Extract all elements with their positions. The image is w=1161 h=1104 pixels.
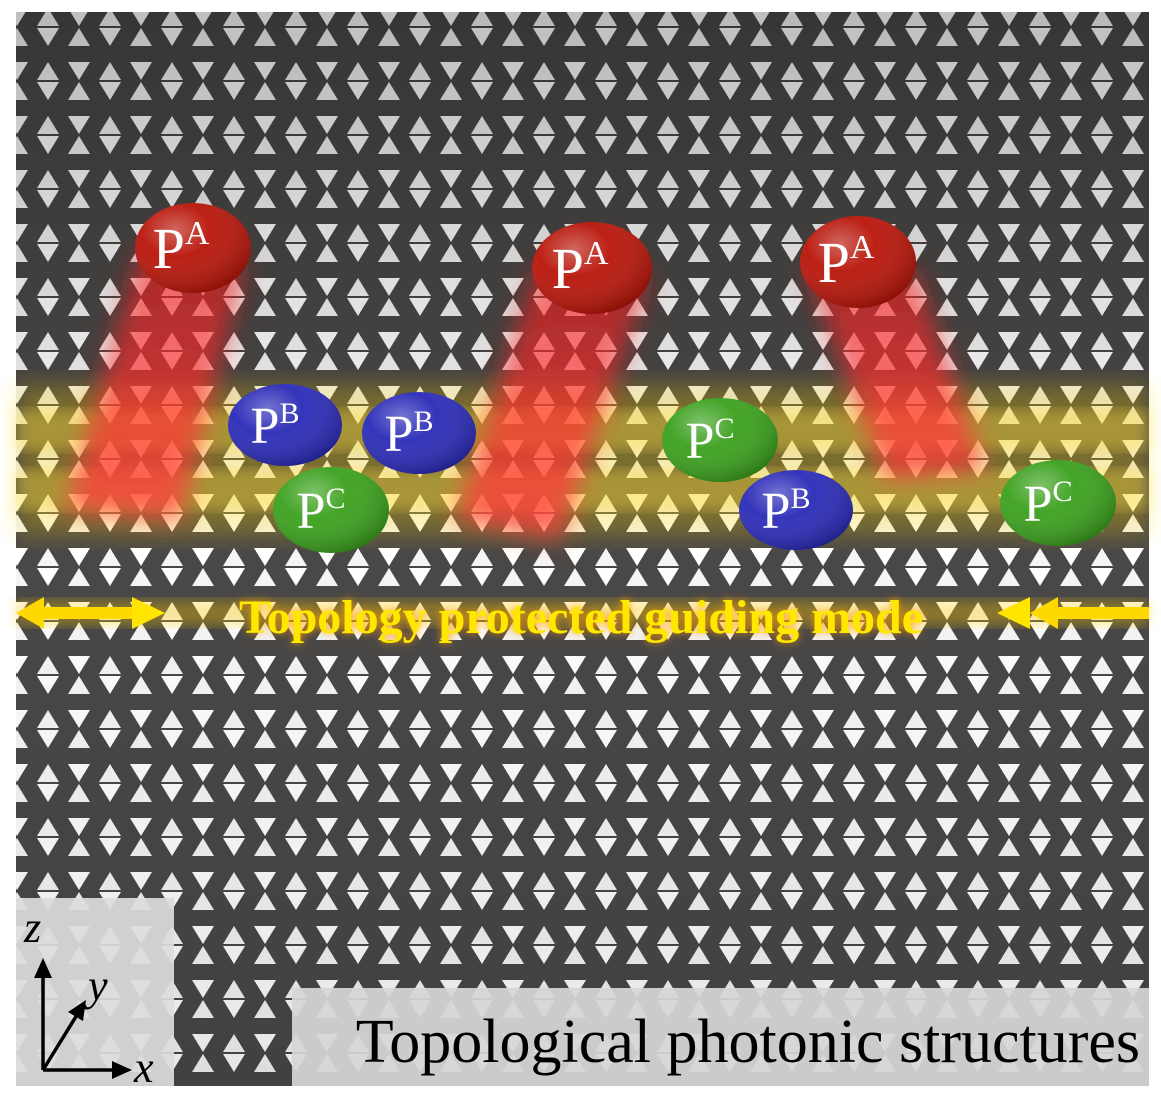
particle-shine	[273, 467, 389, 553]
particle-shine	[662, 398, 778, 482]
particle-label: PC	[297, 482, 346, 540]
particle-label: PC	[686, 412, 735, 470]
particle-pb: PB	[228, 384, 342, 466]
particles: PA PA PA PB PB PB PC PC PC	[135, 203, 1116, 553]
particle-shine	[739, 470, 853, 550]
axis-indicator: z y x	[16, 898, 174, 1092]
particle-pa: PA	[800, 216, 916, 308]
particle-pb: PB	[739, 470, 853, 550]
particle-label: PB	[251, 397, 300, 455]
particle-pc: PC	[662, 398, 778, 482]
particle-pc: PC	[273, 467, 389, 553]
particle-shine	[135, 203, 251, 293]
particle-label: PB	[762, 482, 811, 540]
particle-label: PA	[552, 235, 609, 301]
left-arrow-head-right	[132, 597, 165, 629]
particle-label: PC	[1024, 475, 1073, 533]
x-axis-arrowhead	[112, 1061, 132, 1079]
guiding-mode-arrows	[16, 597, 1149, 629]
particle-label: PB	[385, 405, 434, 463]
particle-shine	[228, 384, 342, 466]
z-axis-arrowhead	[34, 958, 52, 978]
red-beams	[65, 250, 985, 540]
particle-shine	[532, 222, 652, 314]
particle-pb: PB	[362, 392, 476, 474]
y-axis-arrowhead	[68, 1000, 86, 1021]
left-arrow	[16, 597, 132, 629]
caption-text: Topological photonic structures	[356, 1008, 1140, 1076]
particle-shine	[1000, 460, 1116, 546]
x-axis-label: x	[133, 1043, 154, 1092]
caption-box: Topological photonic structures	[292, 988, 1149, 1086]
lattice-shading	[16, 12, 1149, 1086]
particle-pa: PA	[135, 203, 251, 293]
guiding-mode-label: Topology protected guiding mode	[239, 591, 923, 644]
particle-label: PA	[153, 215, 210, 281]
right-arrow-head-left	[997, 597, 1030, 629]
particle-label: PA	[818, 229, 875, 295]
particle-shine	[362, 392, 476, 474]
particle-pc: PC	[1000, 460, 1116, 546]
y-axis-label: y	[84, 961, 108, 1010]
particle-pa: PA	[532, 222, 652, 314]
z-axis-label: z	[23, 903, 41, 952]
particle-shine	[800, 216, 916, 308]
right-arrow	[1030, 597, 1149, 629]
y-axis-line	[41, 1009, 82, 1071]
